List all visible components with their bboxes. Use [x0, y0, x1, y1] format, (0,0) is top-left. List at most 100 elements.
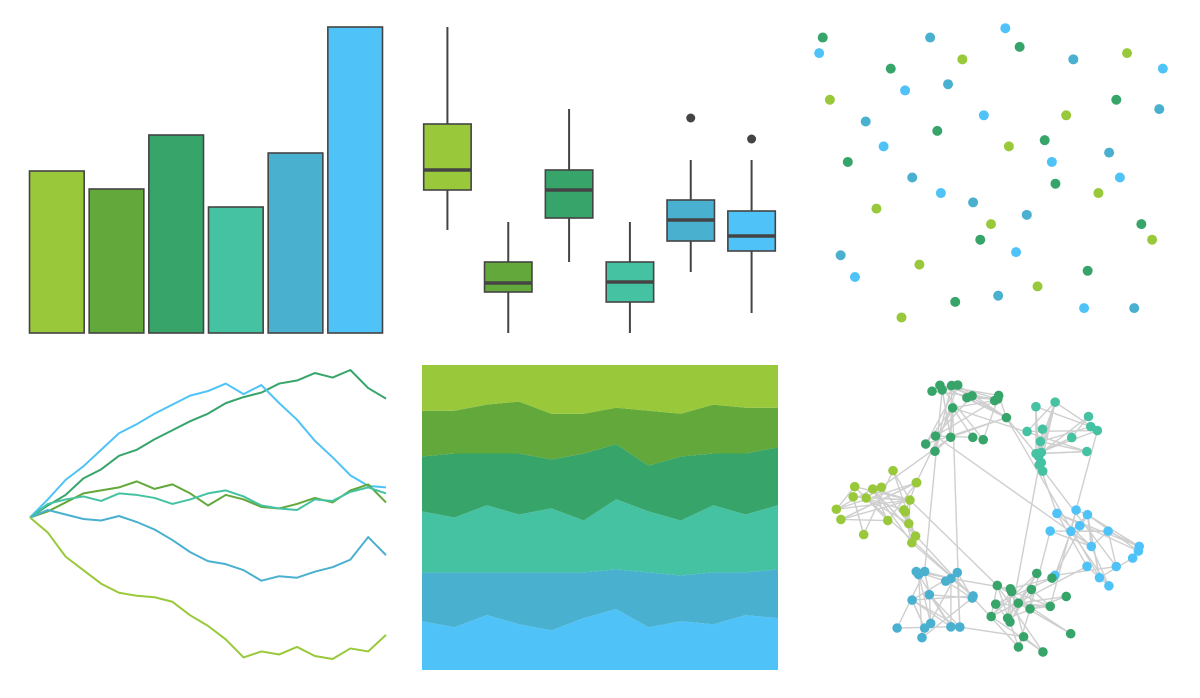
line: [29, 382, 387, 519]
node-group: [920, 380, 1012, 457]
point: [950, 296, 961, 307]
edge: [872, 488, 1019, 648]
node: [1018, 631, 1029, 642]
edge: [966, 397, 1007, 419]
node: [836, 514, 846, 525]
node-group: [1045, 505, 1144, 591]
node: [925, 618, 936, 629]
edge: [921, 597, 973, 639]
node: [1006, 586, 1017, 597]
bar: [88, 188, 145, 334]
edge: [1038, 464, 1117, 567]
node: [1071, 505, 1081, 515]
edge: [1056, 512, 1140, 548]
node: [927, 386, 937, 397]
outlier: [686, 113, 696, 123]
edge: [918, 574, 952, 628]
node: [1001, 412, 1012, 423]
point: [1079, 303, 1090, 314]
point: [925, 32, 936, 43]
point: [986, 219, 996, 230]
node: [946, 573, 956, 584]
edge: [935, 399, 996, 437]
node: [1082, 509, 1093, 520]
point: [1021, 209, 1032, 220]
node: [858, 529, 869, 540]
point: [975, 234, 986, 245]
area: [422, 444, 778, 521]
box: [483, 261, 533, 293]
edge: [1005, 417, 1037, 455]
node: [1050, 397, 1060, 407]
edge: [990, 565, 1088, 618]
point: [885, 63, 896, 74]
line: [29, 480, 387, 519]
bar: [267, 152, 324, 334]
node: [1031, 401, 1041, 412]
node: [990, 599, 1001, 609]
line: [29, 516, 387, 660]
node: [952, 380, 963, 390]
node: [848, 492, 858, 502]
edge: [951, 407, 961, 628]
point: [914, 259, 925, 270]
edge: [1009, 573, 1038, 623]
node: [955, 622, 965, 632]
node: [1066, 432, 1077, 443]
node: [1133, 546, 1144, 556]
edge: [1010, 577, 1053, 590]
point: [1157, 63, 1168, 74]
node: [917, 632, 927, 643]
node: [1103, 526, 1113, 536]
node-group: [831, 465, 922, 548]
edge: [941, 389, 952, 438]
edge: [835, 486, 856, 510]
point: [1114, 172, 1125, 183]
node: [978, 434, 988, 445]
node: [1083, 411, 1094, 422]
edge: [1007, 595, 1067, 619]
point: [957, 54, 968, 65]
node: [1127, 553, 1138, 563]
node: [1061, 591, 1072, 602]
node: [1013, 642, 1024, 652]
node: [992, 580, 1003, 591]
node: [920, 439, 931, 449]
node: [1104, 581, 1114, 591]
node: [867, 484, 878, 494]
point: [993, 290, 1004, 301]
box: [422, 123, 472, 191]
point: [943, 79, 954, 90]
edge: [1040, 415, 1089, 453]
node: [911, 566, 922, 577]
edge: [840, 481, 918, 521]
node: [986, 611, 996, 622]
edge: [1087, 514, 1139, 552]
point: [1129, 303, 1140, 314]
edge: [939, 384, 984, 441]
edge: [959, 626, 1024, 638]
node: [1074, 520, 1085, 531]
point: [1032, 281, 1043, 292]
edge: [915, 407, 954, 484]
point: [860, 116, 871, 127]
point: [1104, 147, 1115, 158]
node: [946, 622, 956, 632]
point: [1011, 247, 1022, 258]
edge: [935, 435, 1092, 547]
node: [967, 391, 977, 401]
bar: [207, 206, 264, 334]
node: [952, 567, 963, 578]
node: [1085, 421, 1096, 432]
node: [861, 493, 871, 503]
node: [937, 385, 947, 395]
edge: [840, 518, 888, 522]
edge: [912, 595, 974, 601]
point: [1111, 94, 1122, 105]
node: [1082, 561, 1092, 572]
node: [1005, 617, 1015, 627]
point: [835, 250, 846, 261]
node: [1066, 526, 1076, 537]
node: [1013, 598, 1024, 608]
node: [1035, 436, 1046, 447]
